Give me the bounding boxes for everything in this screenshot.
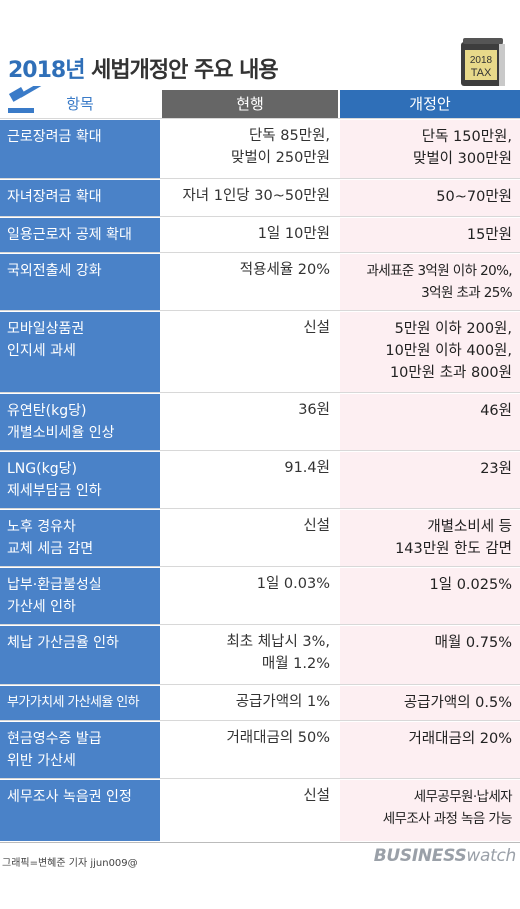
- badge-line2: TAX: [471, 67, 492, 79]
- item-cell: 일용근로자 공제 확대: [0, 217, 160, 253]
- table-row: 부가가치세 가산세율 인하 공급가액의 1% 공급가액의 0.5%: [0, 684, 520, 721]
- table-row: 자녀장려금 확대 자녀 1인당 30~50만원 50~70만원: [0, 178, 520, 217]
- table-row: 납부·환급불성실 가산세 인하 1일 0.03% 1일 0.025%: [0, 566, 520, 625]
- item-cell: 현금영수증 발급 위반 가산세: [0, 721, 160, 779]
- table-row: 근로장려금 확대 단독 85만원, 맞벌이 250만원 단독 150만원, 맞벌…: [0, 118, 520, 179]
- item-cell: LNG(kg당) 제세부담금 인하: [0, 451, 160, 509]
- tax-book-icon: 2018 TAX: [461, 38, 505, 86]
- revised-cell: 공급가액의 0.5%: [340, 685, 520, 721]
- current-cell: 자녀 1인당 30~50만원: [182, 188, 330, 204]
- table-row: 현금영수증 발급 위반 가산세 거래대금의 50% 거래대금의 20%: [0, 720, 520, 779]
- revised-cell: 50~70만원: [340, 179, 520, 217]
- current-cell: 신설: [303, 518, 330, 534]
- header-current: 현행: [162, 90, 338, 118]
- table-row: 모바일상품권 인지세 과세 신설 5만원 이하 200원, 10만원 이하 40…: [0, 310, 520, 393]
- graphic-credit: 그래픽=변혜준 기자 jjun009@: [2, 858, 138, 869]
- revised-cell: 거래대금의 20%: [340, 721, 520, 779]
- current-cell: 36원: [298, 402, 330, 418]
- brand-watch: watch: [466, 846, 516, 866]
- revised-cell: 단독 150만원, 맞벌이 300만원: [340, 119, 520, 179]
- revised-cell: 세무공무원·납세자 세무조사 과정 녹음 가능: [340, 779, 520, 841]
- table-header: 항목 현행 개정안: [0, 90, 520, 118]
- revised-cell: 5만원 이하 200원, 10만원 이하 400원, 10만원 초과 800원: [340, 311, 520, 393]
- revised-cell: 과세표준 3억원 이하 20%, 3억원 초과 25%: [340, 253, 520, 311]
- current-cell: 적용세율 20%: [239, 262, 330, 278]
- current-cell: 최초 체납시 3%, 매월 1.2%: [226, 634, 330, 672]
- table-row: 유연탄(kg당) 개별소비세율 인상 36원 46원: [0, 392, 520, 451]
- revised-cell: 매월 0.75%: [340, 625, 520, 685]
- table-row: 일용근로자 공제 확대 1일 10만원 15만원: [0, 216, 520, 253]
- revised-cell: 1일 0.025%: [340, 567, 520, 625]
- title-rest: 세법개정안 주요 내용: [84, 58, 278, 83]
- header-item: 항목: [66, 95, 94, 113]
- table-row: 세무조사 녹음권 인정 신설 세무공무원·납세자 세무조사 과정 녹음 가능: [0, 778, 520, 841]
- current-cell: 1일 10만원: [257, 226, 330, 242]
- table-row: 체납 가산금율 인하 최초 체납시 3%, 매월 1.2% 매월 0.75%: [0, 624, 520, 685]
- page-title: 2018년 세법개정안 주요 내용: [8, 52, 279, 84]
- current-cell: 신설: [303, 788, 330, 804]
- revised-cell: 46원: [340, 393, 520, 451]
- footer-divider: [0, 842, 520, 843]
- current-cell: 91.4원: [284, 460, 330, 476]
- item-cell: 근로장려금 확대: [0, 119, 160, 179]
- brand-business: BUSINESS: [373, 846, 467, 866]
- brand-logo: BUSINESSwatch: [373, 846, 517, 866]
- table-row: 국외전출세 강화 적용세율 20% 과세표준 3억원 이하 20%, 3억원 초…: [0, 252, 520, 311]
- current-cell: 1일 0.03%: [256, 576, 330, 592]
- item-cell: 체납 가산금율 인하: [0, 625, 160, 685]
- badge-line1: 2018: [470, 55, 493, 66]
- current-cell: 거래대금의 50%: [226, 730, 330, 746]
- title-year: 2018년: [8, 58, 85, 83]
- item-cell: 모바일상품권 인지세 과세: [0, 311, 160, 393]
- item-cell: 부가가치세 가산세율 인하: [0, 685, 160, 721]
- item-cell: 노후 경유차 교체 세금 감면: [0, 509, 160, 567]
- revised-cell: 15만원: [340, 217, 520, 253]
- item-cell: 세무조사 녹음권 인정: [0, 779, 160, 841]
- header: 2018년 세법개정안 주요 내용 2018 TAX: [0, 0, 520, 88]
- item-cell: 유연탄(kg당) 개별소비세율 인상: [0, 393, 160, 451]
- gavel-icon: [8, 86, 44, 113]
- revised-cell: 23원: [340, 451, 520, 509]
- table-row: LNG(kg당) 제세부담금 인하 91.4원 23원: [0, 450, 520, 509]
- current-cell: 단독 85만원, 맞벌이 250만원: [231, 128, 330, 166]
- item-cell: 자녀장려금 확대: [0, 179, 160, 217]
- current-cell: 신설: [303, 320, 330, 336]
- header-revised: 개정안: [340, 90, 520, 118]
- current-cell: 공급가액의 1%: [235, 694, 330, 710]
- item-cell: 국외전출세 강화: [0, 253, 160, 311]
- revised-cell: 개별소비세 등 143만원 한도 감면: [340, 509, 520, 567]
- table-row: 노후 경유차 교체 세금 감면 신설 개별소비세 등 143만원 한도 감면: [0, 508, 520, 567]
- item-cell: 납부·환급불성실 가산세 인하: [0, 567, 160, 625]
